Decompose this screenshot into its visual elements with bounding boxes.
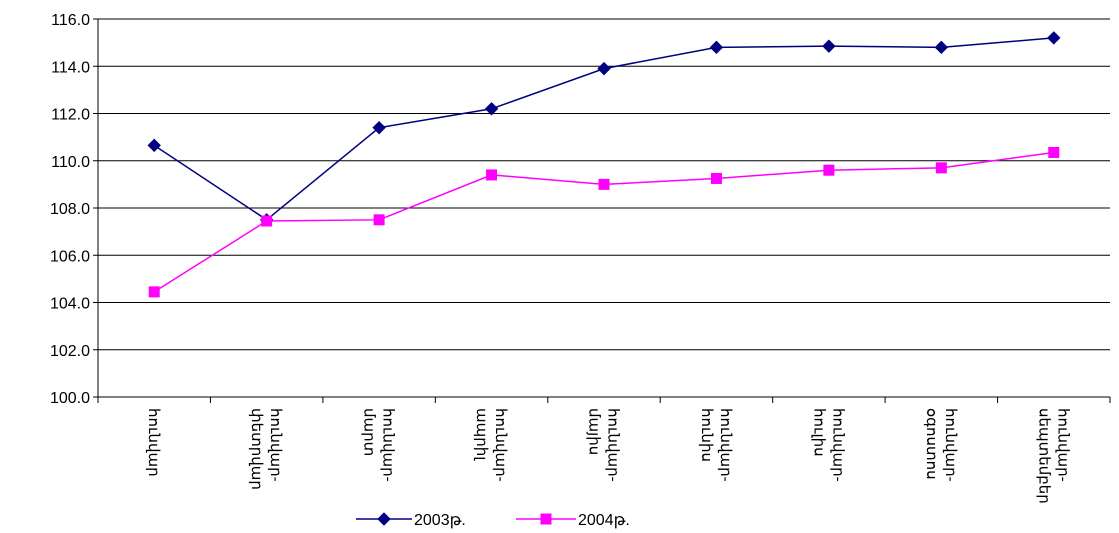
series-2-point xyxy=(261,215,273,227)
x-category-label-line: ապրիլ xyxy=(473,408,490,461)
x-category-label-line: հունվար- xyxy=(717,408,734,482)
x-category-label-line: հունվար- xyxy=(605,408,622,482)
series-group xyxy=(147,31,1061,298)
x-category-label-line: հունվար- xyxy=(267,408,284,482)
x-category-label: հունվար-սեպտեմբեր xyxy=(1035,408,1071,504)
series-2-point xyxy=(823,164,835,176)
gridlines xyxy=(98,18,1110,351)
series-1-point xyxy=(372,120,386,135)
x-category-label-line: հունվար- xyxy=(829,408,846,482)
x-category-label-line: սեպտեմբեր xyxy=(1035,408,1052,504)
legend-item: 2004թ. xyxy=(516,512,630,529)
x-category-label: հունվար-հունիս xyxy=(698,408,734,482)
x-category-label-line: մարտ xyxy=(361,408,378,456)
series-2-point xyxy=(598,178,610,190)
y-axis-ticks: 100.0 102.0 104.0 106.0 108.0 110.0 112.0 114.0… xyxy=(50,12,98,407)
series-2-point xyxy=(710,172,722,184)
series-2-point xyxy=(1048,146,1060,158)
legend-marker xyxy=(377,512,391,526)
legend-item: 2003թ. xyxy=(356,512,466,529)
x-category-label: հունվար-հուլիս xyxy=(810,408,846,482)
x-category-label-line: մայիս xyxy=(586,408,603,455)
x-category-label-line: օգոստոս xyxy=(923,408,940,480)
x-category-label: հունվար-մարտ xyxy=(361,408,397,482)
series-1-point xyxy=(822,39,836,53)
axes xyxy=(97,19,1110,398)
series-2-point xyxy=(148,286,160,298)
series-1-point xyxy=(597,61,611,76)
series-1-point xyxy=(1047,31,1061,45)
x-category-label: հունվար-մայիս xyxy=(586,408,622,482)
y-tick-label: 104.0 xyxy=(50,296,90,313)
series-2-point xyxy=(935,162,947,174)
series-2-point xyxy=(486,169,498,181)
y-tick-label: 102.0 xyxy=(50,343,90,360)
series-1-point xyxy=(709,40,724,55)
series-1-point xyxy=(147,138,161,153)
legend-label: 2003թ. xyxy=(414,512,466,529)
x-category-label: հունվար-օգոստոս xyxy=(923,408,959,482)
x-category-label: հունվար-փետրվար xyxy=(248,408,284,490)
x-category-label-line: հունվար xyxy=(145,408,162,477)
x-category-label-line: հունվար- xyxy=(492,408,509,482)
x-axis-ticks: հունվար հունվար-փետրվար հունվար-մարտ հունվա… xyxy=(97,397,1111,504)
y-tick-label: 106.0 xyxy=(50,248,90,265)
y-tick-label: 114.0 xyxy=(51,59,90,76)
y-tick-label: 116.0 xyxy=(51,12,90,29)
series-1-point xyxy=(484,102,499,116)
x-category-label-line: հուլիս xyxy=(810,408,827,457)
y-tick-label: 108.0 xyxy=(50,201,90,218)
series-1-point xyxy=(934,40,949,55)
series-2-point xyxy=(373,214,385,226)
y-tick-label: 100.0 xyxy=(50,390,90,407)
x-category-label-line: հունիս xyxy=(698,408,715,462)
legend: 2003թ. 2004թ. xyxy=(356,512,630,529)
x-category-label-line: հունվար- xyxy=(380,408,397,482)
x-category-label: հունվար-ապրիլ xyxy=(473,408,509,482)
series-line-2 xyxy=(153,151,1054,293)
x-category-label-line: հունվար- xyxy=(1054,408,1071,482)
x-category-label-line: փետրվար xyxy=(248,408,265,490)
legend-marker xyxy=(540,513,552,525)
legend-label: 2004թ. xyxy=(578,512,630,529)
y-tick-label: 110.0 xyxy=(51,154,90,171)
x-category-label: հունվար xyxy=(145,408,162,477)
x-category-label-line: հունվար- xyxy=(942,408,959,482)
y-tick-label: 112.0 xyxy=(51,107,90,124)
